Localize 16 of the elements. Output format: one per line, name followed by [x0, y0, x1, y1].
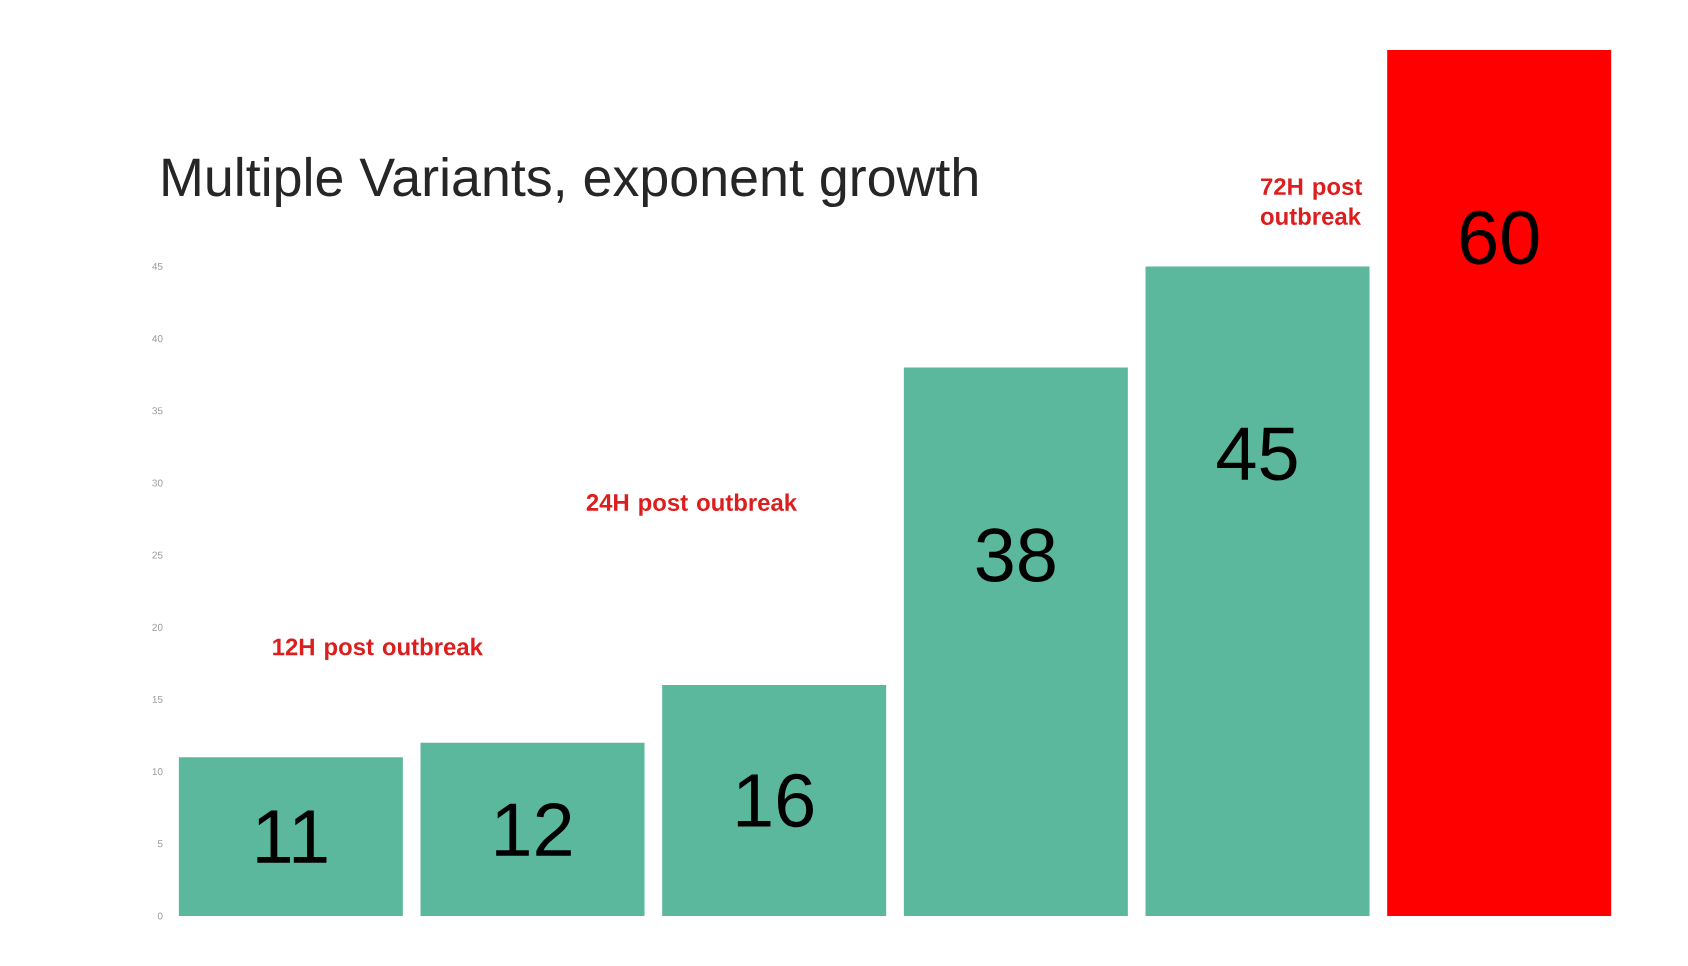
data-label: 45 — [1217, 427, 1297, 481]
text: Multiple Variants, exponent growth — [163, 156, 977, 208]
data-label: 38 — [976, 528, 1055, 582]
data-label: 12 — [496, 802, 571, 856]
bar — [1145, 266, 1370, 916]
bar — [178, 757, 403, 916]
annotation: 72H post outbreak — [1260, 178, 1362, 225]
data-label: 11 — [257, 810, 327, 863]
annotation: 12H post outbreak — [273, 637, 483, 661]
annotation: 24H post outbreak — [586, 493, 798, 516]
bar — [903, 367, 1128, 916]
data-label: 16 — [737, 773, 813, 828]
bar — [420, 742, 645, 916]
bar — [662, 685, 887, 916]
bar — [1387, 49, 1612, 916]
data-label: 60 — [1460, 210, 1539, 265]
